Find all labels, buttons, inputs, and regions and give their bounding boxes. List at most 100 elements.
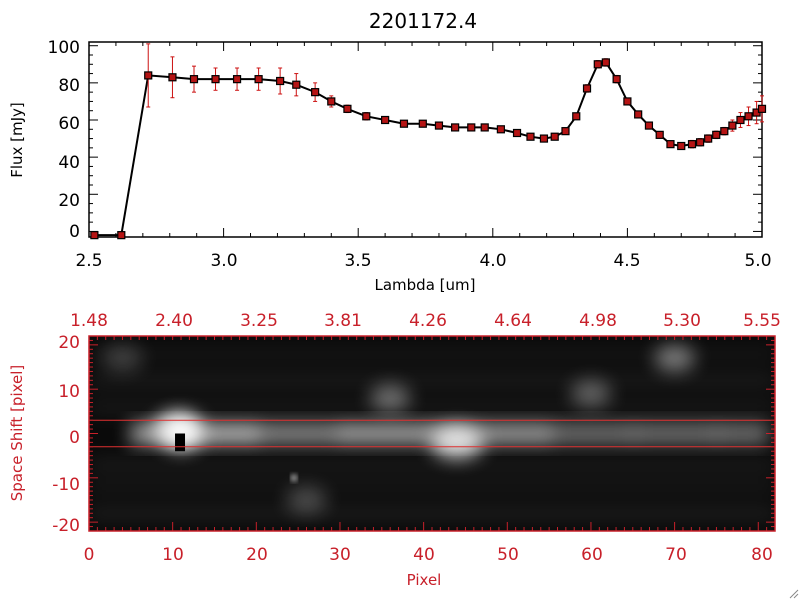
trace-peaks (159, 413, 484, 459)
top-tick-label: 5.55 (743, 311, 781, 331)
x-tick-label: 10 (162, 545, 184, 565)
top-tick-label: 4.64 (494, 311, 532, 331)
spectrum-line (94, 61, 763, 237)
hot-pixel (290, 474, 297, 481)
top-tick-label: 4.98 (579, 311, 617, 331)
image-x-tick-labels: 0 10 20 30 40 50 60 70 80 (84, 545, 773, 565)
y-tick-label: -10 (52, 475, 80, 495)
data-point (677, 141, 686, 151)
trace-segment (716, 422, 769, 445)
data-point (496, 125, 505, 134)
y-tick-label: 80 (58, 76, 80, 96)
data-point (593, 60, 602, 69)
data-point (655, 130, 664, 139)
trace-segment (339, 422, 460, 445)
x-tick-label: 20 (246, 545, 268, 565)
noise-band (89, 349, 775, 358)
y-axis-label: Flux [mJy] (8, 102, 26, 178)
heatmap-blob (286, 486, 327, 513)
spectrum-plot-frame (88, 41, 763, 238)
data-point (572, 112, 581, 121)
data-point (601, 58, 610, 67)
data-point (381, 115, 390, 125)
y-tick-label: -20 (52, 516, 80, 536)
y-tick-label: 40 (58, 153, 80, 173)
data-point (211, 75, 220, 84)
data-point (90, 231, 99, 240)
x-tick-label: 0 (84, 545, 95, 565)
data-point (744, 112, 753, 121)
data-point (327, 97, 336, 106)
data-point (343, 104, 352, 113)
data-point (467, 123, 476, 132)
data-point (582, 84, 592, 93)
image-top-axis-labels: 1.48 2.40 3.25 3.81 4.26 4.64 4.98 5.30 … (70, 311, 781, 331)
x-tick-label: 5.0 (744, 251, 771, 271)
x-axis-label: Pixel (407, 571, 442, 589)
spectrum-series (90, 43, 767, 240)
y-tick-label: 60 (58, 114, 80, 134)
data-point (292, 80, 301, 89)
spectrum-y-tick-labels: 0 20 40 60 80 100 (48, 38, 80, 242)
x-tick-label: 60 (581, 545, 603, 565)
heatmap-image (89, 336, 775, 531)
x-tick-label: 3.0 (210, 251, 237, 271)
x-tick-label: 30 (329, 545, 351, 565)
top-tick-label: 1.48 (70, 311, 108, 331)
x-tick-label: 4.5 (613, 251, 640, 271)
noise-band (89, 482, 775, 491)
top-tick-label: 2.40 (155, 311, 193, 331)
y-tick-label: 10 (58, 382, 80, 402)
data-point (644, 121, 654, 130)
top-tick-label: 3.81 (324, 311, 362, 331)
data-point (561, 127, 570, 136)
heatmap-blob (570, 380, 611, 407)
y-tick-label: 20 (58, 191, 80, 211)
trace-segment (256, 422, 342, 445)
spectrum-x-tick-labels: 2.5 3.0 3.5 4.0 4.5 5.0 (75, 251, 771, 271)
x-tick-label: 50 (497, 545, 519, 565)
extraction-band (89, 419, 775, 448)
data-point (362, 112, 371, 121)
data-point (276, 76, 285, 86)
x-tick-label: 3.5 (344, 251, 371, 271)
data-point (168, 73, 177, 82)
window-resize-grip-icon[interactable] (789, 589, 799, 599)
data-point (687, 140, 697, 149)
noise-band (89, 402, 775, 411)
spectrum-panel: 2201172.4 0 20 40 60 80 100 2.5 3.0 3.5 … (8, 9, 772, 294)
spectrum-axis-ticks (88, 42, 763, 237)
data-point (526, 132, 535, 141)
trace-segment (549, 422, 635, 445)
data-point (480, 123, 489, 132)
top-tick-label: 3.25 (240, 311, 278, 331)
data-point (232, 75, 242, 84)
data-point (728, 121, 737, 130)
x-tick-label: 70 (665, 545, 687, 565)
data-point (736, 115, 745, 125)
trace-peak (159, 413, 204, 450)
data-point (117, 231, 126, 240)
data-point (704, 134, 713, 143)
top-tick-label: 4.26 (409, 311, 447, 331)
x-tick-label: 2.5 (75, 251, 102, 271)
data-point (634, 110, 643, 119)
image-y-tick-labels: 20 10 0 -10 -20 (52, 333, 80, 536)
x-tick-label: 40 (413, 545, 435, 565)
data-point (311, 88, 320, 97)
x-tick-label: 4.0 (479, 251, 506, 271)
data-point (720, 127, 729, 136)
y-tick-label: 0 (69, 222, 80, 242)
noise-band (89, 460, 775, 469)
data-point (189, 75, 199, 84)
data-point (695, 138, 705, 147)
data-point (539, 134, 549, 143)
data-point (512, 128, 522, 138)
x-tick-label: 80 (751, 545, 773, 565)
image-axis-ticks (88, 335, 776, 532)
dead-pixel (175, 433, 186, 452)
data-point (399, 119, 409, 128)
chart-title: 2201172.4 (369, 9, 477, 33)
trace-segment (632, 422, 719, 445)
